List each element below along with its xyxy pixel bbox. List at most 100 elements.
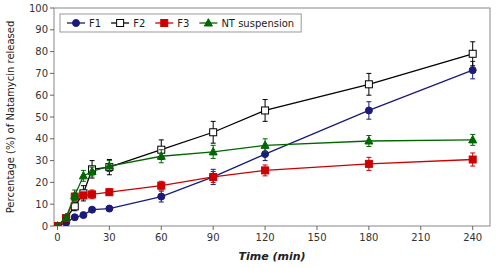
data-point [89, 191, 96, 198]
y-tick-label: 70 [35, 68, 48, 79]
y-tick [50, 95, 54, 96]
legend-item: F1 [67, 18, 101, 29]
y-tick-label: 20 [35, 177, 48, 188]
data-point [80, 212, 87, 219]
y-tick-label: 50 [35, 112, 48, 123]
data-point [105, 162, 113, 169]
data-point [106, 205, 113, 212]
x-tick [213, 226, 214, 230]
legend-label: F3 [177, 18, 189, 29]
data-point [365, 81, 372, 88]
x-tick [265, 226, 266, 230]
legend-item: F2 [111, 18, 145, 29]
x-tick-label: 120 [256, 232, 275, 243]
legend-label: F2 [133, 18, 145, 29]
data-point [365, 137, 373, 144]
y-axis-label: Percentage (%) of Natamycin released [5, 21, 16, 214]
data-point [54, 222, 61, 226]
background [0, 0, 500, 268]
error-bar [81, 186, 86, 201]
series-line [57, 140, 472, 226]
y-tick [50, 160, 54, 161]
series-line [57, 54, 472, 226]
series [54, 42, 476, 226]
data-point [106, 189, 113, 196]
data-point [469, 67, 476, 74]
chart: 0306090120150180210240010203040506070809… [0, 0, 500, 268]
data-point [158, 193, 165, 200]
x-tick-label: 30 [103, 232, 116, 243]
error-bar [159, 181, 164, 190]
y-tick [50, 73, 54, 74]
error-bar [263, 100, 268, 122]
x-tick-label: 210 [411, 232, 430, 243]
y-tick [50, 226, 54, 227]
legend-marker [161, 20, 168, 27]
x-tick [472, 226, 473, 230]
x-tick [316, 226, 317, 230]
data-point [158, 182, 165, 189]
y-tick [50, 8, 54, 9]
data-point [262, 167, 269, 174]
x-tick-label: 60 [155, 232, 168, 243]
data-point [210, 173, 217, 180]
x-tick [109, 226, 110, 230]
data-point [79, 172, 87, 179]
series-line [57, 160, 472, 226]
x-tick [420, 226, 421, 230]
error-bar [159, 191, 164, 202]
data-point [157, 152, 165, 159]
x-tick [57, 226, 58, 230]
error-bar [366, 73, 371, 95]
legend: F1 F2 F3 NT suspension [60, 14, 301, 32]
plot-frame [54, 8, 490, 226]
data-point [71, 214, 78, 221]
y-tick-label: 10 [35, 199, 48, 210]
data-point [62, 213, 70, 220]
series [54, 61, 476, 226]
y-tick [50, 117, 54, 118]
legend-marker [117, 20, 124, 27]
error-bar [211, 172, 216, 183]
data-point [88, 167, 96, 174]
x-tick-label: 240 [463, 232, 482, 243]
y-tick [50, 51, 54, 52]
legend-marker [204, 19, 212, 26]
y-tick-label: 90 [35, 24, 48, 35]
error-bar [72, 202, 77, 211]
y-tick-label: 60 [35, 90, 48, 101]
y-tick [50, 204, 54, 205]
y-tick [50, 182, 54, 183]
data-point [469, 50, 476, 57]
x-tick-label: 150 [307, 232, 326, 243]
data-point [365, 107, 372, 114]
x-tick-label: 180 [359, 232, 378, 243]
x-tick [161, 226, 162, 230]
data-point [262, 107, 269, 114]
error-bar [470, 42, 475, 66]
x-tick-label: 90 [207, 232, 220, 243]
error-bar [211, 169, 216, 184]
x-tick-label: 0 [54, 232, 60, 243]
data-point [209, 148, 217, 155]
y-tick-label: 40 [35, 133, 48, 144]
error-bar [263, 165, 268, 176]
error-bar [366, 157, 371, 170]
y-tick-label: 30 [35, 155, 48, 166]
series [54, 134, 477, 226]
data-point [89, 206, 96, 213]
data-point [210, 129, 217, 136]
plot-area [54, 42, 477, 226]
legend-label: F1 [89, 18, 101, 29]
error-bar [90, 190, 95, 199]
data-point [469, 156, 476, 163]
error-bar [211, 121, 216, 143]
legend-marker [73, 20, 80, 27]
error-bar [366, 102, 371, 119]
data-point [261, 141, 269, 148]
legend-item: NT suspension [199, 18, 294, 29]
data-point [365, 160, 372, 167]
legend-item: F3 [155, 18, 189, 29]
error-bar [470, 153, 475, 166]
series-line [57, 70, 472, 226]
